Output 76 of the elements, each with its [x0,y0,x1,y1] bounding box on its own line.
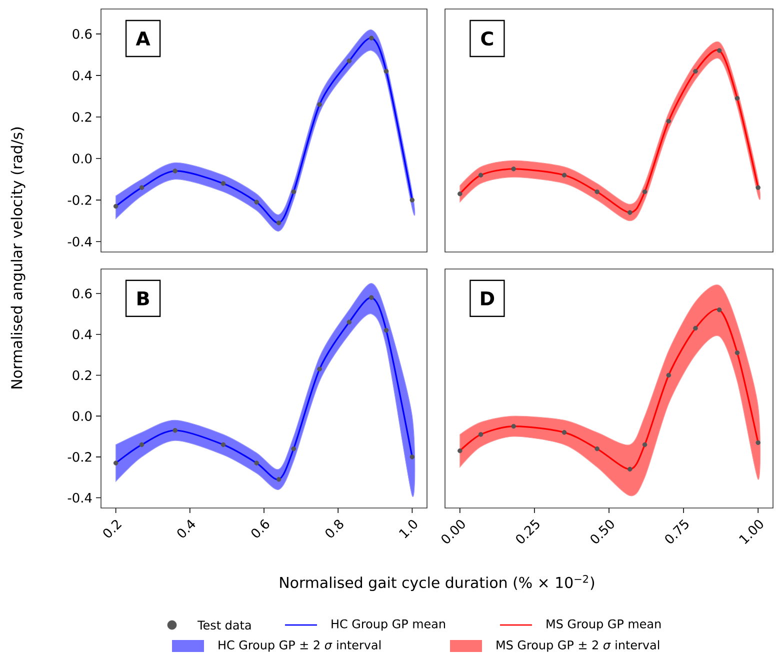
point [666,372,672,378]
legend-label: MS Group GP mean [546,619,661,631]
point [254,200,259,205]
point [276,220,282,226]
point [254,460,259,466]
y-tick-label: 0.6 [72,288,92,298]
y-tick-label: 0.6 [72,29,92,39]
point [734,350,740,356]
point [139,185,144,190]
x-axis-title: Normalised gait cycle duration (% × 10$^{−2}$) [280,574,594,592]
point [172,168,178,174]
point [276,477,282,482]
y-tick-label: 0.0 [72,411,92,421]
point [666,118,672,124]
point [139,442,144,448]
point [458,448,462,454]
x-tick-label: 0.6 [251,519,270,538]
point [562,172,567,178]
point [410,198,415,202]
point [410,454,415,460]
point [291,446,296,452]
y-axis-title: Normalised angular velocity (rad/s) [10,127,26,388]
y-tick-label: 0.2 [72,370,92,380]
text: MS Group GP ± 2 σ interval [496,640,660,652]
point [716,48,722,53]
point [113,460,118,466]
text: HC Group GP ± 2 σ interval [218,640,380,652]
y-tick-label: 0.4 [72,329,92,340]
point [172,428,178,433]
point [220,181,226,186]
point [734,96,740,101]
point [369,295,374,300]
point [346,320,352,325]
point [642,189,648,194]
text: B [138,291,149,306]
point [693,326,698,331]
point [458,191,462,196]
point [384,68,389,74]
point [478,172,484,178]
point [384,328,389,333]
point [346,58,352,64]
point [113,204,118,209]
point [627,466,632,472]
y-tick-label: -0.4 [68,236,92,247]
point [511,166,516,172]
y-tick-label: -0.2 [68,195,92,205]
point [317,102,322,107]
y-tick-label: -0.2 [68,452,92,462]
point [369,36,374,40]
y-tick-label: 0.4 [72,70,92,80]
point [291,189,296,194]
point [478,432,484,437]
point [756,440,760,446]
legend-label: HC Group GP mean [332,619,446,631]
point [693,68,698,74]
point [511,424,516,429]
point [716,307,722,312]
point [594,189,600,194]
y-tick-label: 0.0 [72,154,92,164]
x-tick-label: 0.8 [326,520,344,538]
point [594,446,600,452]
text: D [481,291,494,306]
point [220,442,226,448]
x-tick-label: 0.2 [103,520,122,538]
x-tick-label: 0.4 [177,520,196,538]
point [756,185,760,190]
point [627,210,632,215]
y-tick-label: 0.2 [72,112,92,122]
point [642,442,648,448]
point [562,430,567,435]
text: C [481,31,493,46]
y-tick-label: -0.4 [68,492,92,503]
point [317,366,322,372]
text: A [136,32,150,46]
x-tick-label: 1.0 [399,520,418,538]
legend-label: Test data [197,620,251,630]
